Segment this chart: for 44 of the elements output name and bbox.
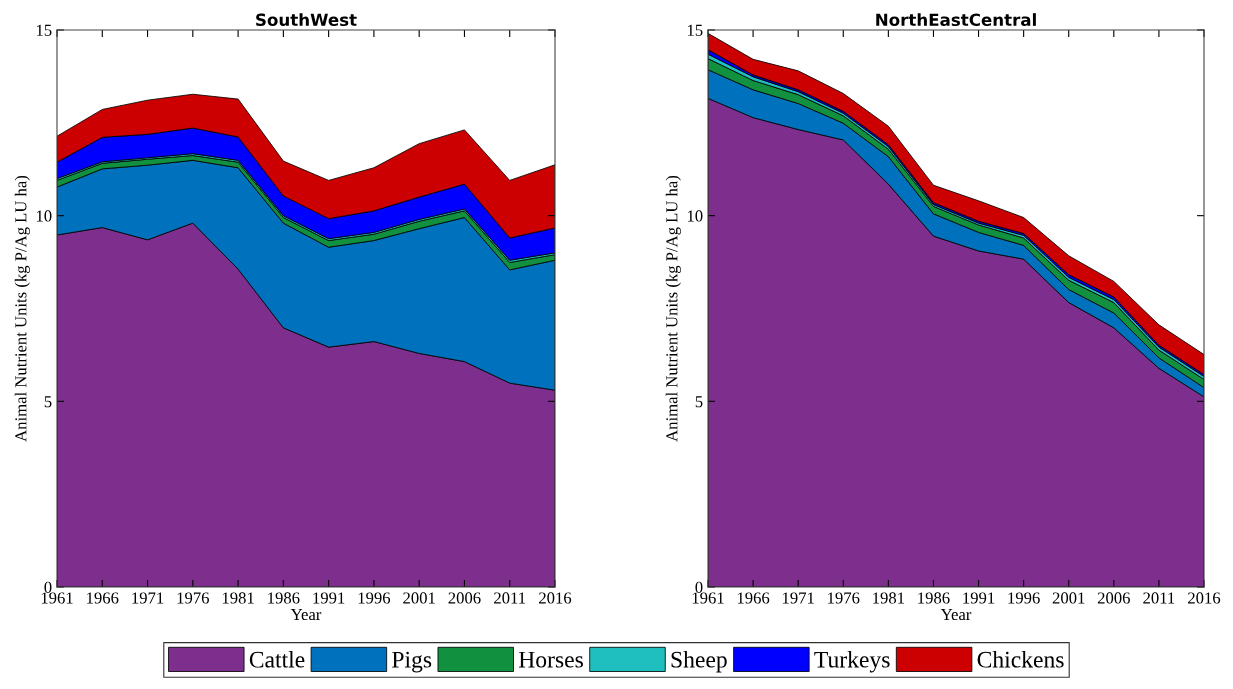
chart-title: SouthWest bbox=[256, 13, 357, 27]
x-tick-label: 1966 bbox=[87, 592, 119, 604]
legend-label: Horses bbox=[518, 651, 583, 668]
x-tick-label: 1986 bbox=[918, 592, 950, 604]
x-tick-label: 2001 bbox=[1052, 592, 1085, 604]
x-tick-label: 1976 bbox=[828, 592, 860, 604]
y-tick-label: 10 bbox=[687, 210, 703, 222]
y-tick-label: 15 bbox=[36, 24, 52, 36]
x-tick-label: 1996 bbox=[358, 592, 391, 604]
x-axis-title: Year bbox=[290, 609, 322, 621]
x-tick-label: 1961 bbox=[41, 592, 73, 604]
x-tick-label: 1971 bbox=[132, 592, 164, 604]
y-tick-label: 15 bbox=[687, 24, 703, 36]
y-axis-title: Animal Nutrient Units (kg P/Ag LU ha) bbox=[14, 175, 30, 442]
x-tick-label: 1991 bbox=[313, 592, 345, 604]
x-tick-label: 2011 bbox=[1143, 592, 1175, 604]
x-tick-label: 2006 bbox=[1097, 592, 1130, 604]
chart-title: NorthEastCentral bbox=[876, 13, 1036, 27]
legend-label: Sheep bbox=[671, 650, 727, 673]
x-tick-label: 2016 bbox=[539, 592, 572, 604]
x-tick-label: 1971 bbox=[782, 592, 814, 604]
y-axis-title: Animal Nutrient Units (kg P/Ag LU ha) bbox=[665, 175, 681, 442]
legend-label: Chickens bbox=[977, 650, 1064, 668]
y-tick-label: 5 bbox=[44, 396, 52, 408]
legend-label: Pigs bbox=[392, 651, 432, 673]
x-tick-label: 1981 bbox=[222, 592, 254, 604]
x-tick-label: 2006 bbox=[448, 592, 481, 604]
x-tick-label: 1981 bbox=[873, 592, 905, 604]
x-tick-label: 1961 bbox=[692, 592, 724, 604]
y-tick-label: 10 bbox=[36, 210, 52, 222]
legend-label: Turkeys bbox=[814, 650, 890, 673]
x-tick-label: 1976 bbox=[177, 592, 209, 604]
x-tick-label: 1996 bbox=[1008, 592, 1040, 604]
y-tick-label: 0 bbox=[695, 581, 703, 593]
x-tick-label: 2001 bbox=[403, 592, 435, 604]
x-tick-label: 1966 bbox=[737, 592, 770, 604]
x-axis-title: Year bbox=[940, 609, 972, 621]
x-tick-label: 1991 bbox=[963, 592, 995, 604]
legend-label: Cattle bbox=[249, 650, 305, 668]
x-tick-label: 2016 bbox=[1188, 592, 1221, 604]
x-tick-label: 2011 bbox=[494, 592, 526, 604]
y-tick-label: 0 bbox=[44, 581, 52, 593]
x-tick-label: 1986 bbox=[268, 592, 300, 604]
y-tick-label: 5 bbox=[695, 396, 703, 408]
